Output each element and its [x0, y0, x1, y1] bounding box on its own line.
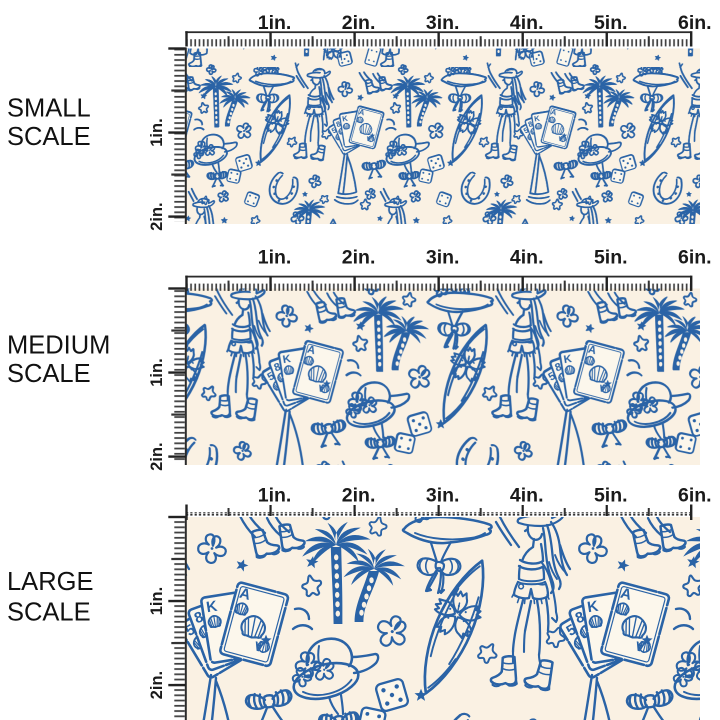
svg-text:1in.: 1in. — [258, 247, 292, 269]
svg-text:2in.: 2in. — [148, 442, 166, 470]
svg-text:4in.: 4in. — [510, 12, 544, 34]
svg-text:6in.: 6in. — [678, 485, 712, 507]
svg-text:4in.: 4in. — [510, 485, 544, 507]
svg-text:2in.: 2in. — [342, 12, 376, 34]
svg-text:1in.: 1in. — [258, 485, 292, 507]
svg-text:SCALE: SCALE — [7, 360, 91, 388]
svg-text:3in.: 3in. — [426, 247, 460, 269]
svg-text:SCALE: SCALE — [7, 123, 91, 151]
svg-text:3in.: 3in. — [426, 12, 460, 34]
svg-text:5in.: 5in. — [594, 247, 628, 269]
svg-text:2in.: 2in. — [342, 485, 376, 507]
svg-text:1in.: 1in. — [148, 587, 166, 615]
svg-text:2in.: 2in. — [148, 202, 166, 230]
svg-text:5in.: 5in. — [594, 485, 628, 507]
svg-text:4in.: 4in. — [510, 247, 544, 269]
svg-text:SCALE: SCALE — [7, 599, 91, 627]
svg-text:6in.: 6in. — [678, 12, 712, 34]
svg-text:LARGE: LARGE — [7, 568, 93, 596]
svg-text:MEDIUM: MEDIUM — [7, 332, 110, 360]
svg-text:3in.: 3in. — [426, 485, 460, 507]
svg-text:5in.: 5in. — [594, 12, 628, 34]
svg-text:6in.: 6in. — [678, 247, 712, 269]
svg-text:1in.: 1in. — [148, 118, 166, 146]
svg-text:1in.: 1in. — [258, 12, 292, 34]
svg-text:1in.: 1in. — [148, 358, 166, 386]
svg-text:SMALL: SMALL — [7, 95, 91, 123]
svg-text:2in.: 2in. — [342, 247, 376, 269]
svg-text:2in.: 2in. — [148, 671, 166, 699]
